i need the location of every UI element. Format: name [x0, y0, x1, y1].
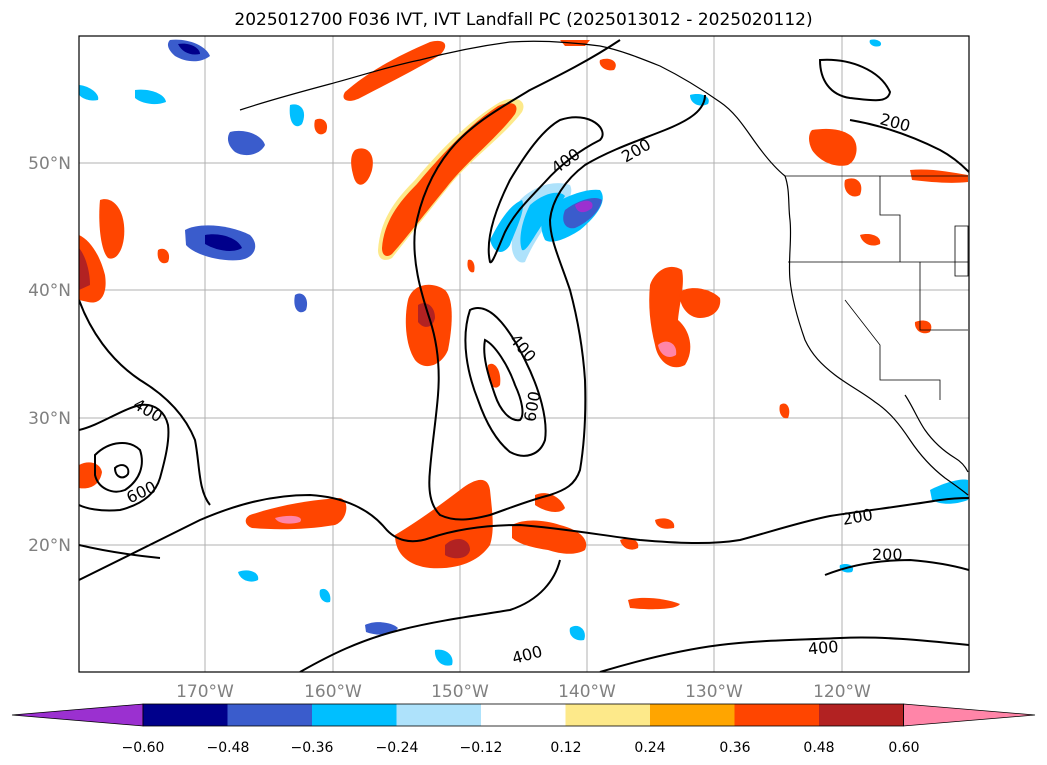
colorbar-swatch	[396, 704, 482, 726]
colorbar-tick-label: 0.48	[803, 740, 834, 756]
colorbar-swatch	[312, 704, 397, 726]
gulf-band	[343, 40, 446, 101]
lat-label: 30°N	[28, 409, 71, 429]
lat-label: 20°N	[28, 536, 71, 556]
colorbar-tick-label: 0.12	[550, 740, 581, 756]
lon-label: 150°W	[431, 682, 489, 702]
colorbar-tick-label: −0.12	[460, 740, 503, 756]
coastlines	[239, 40, 969, 496]
colorbar-ticks: −0.60 −0.48 −0.36 −0.24 −0.12 0.12 0.24 …	[122, 740, 920, 756]
contour-400-south	[299, 559, 561, 672]
lat-label: 40°N	[28, 281, 71, 301]
colorbar-swatch	[481, 704, 566, 726]
hawaii-band	[245, 498, 347, 530]
map-frame	[78, 35, 970, 673]
positive-anomaly-patches	[79, 40, 968, 610]
colorbar-swatch	[650, 704, 735, 726]
lon-label: 170°W	[176, 682, 234, 702]
map-title: 2025012700 F036 IVT, IVT Landfall PC (20…	[234, 10, 813, 30]
longitude-labels: 170°W 160°W 150°W 140°W 130°W 120°W	[176, 682, 871, 702]
contour-400-se	[599, 636, 969, 672]
colorbar-swatch	[819, 704, 904, 726]
colorbar-extend-low	[11, 703, 144, 727]
contour-400-central	[464, 307, 547, 457]
lon-label: 130°W	[685, 682, 743, 702]
latitude-labels: 50°N 40°N 30°N 20°N	[28, 154, 71, 556]
colorbar-tick-label: 0.60	[888, 740, 919, 756]
colorbar-tick-label: −0.24	[376, 740, 419, 756]
lon-label: 140°W	[558, 682, 616, 702]
colorbar-tick-label: −0.60	[122, 740, 165, 756]
colorbar-tick-label: 0.24	[634, 740, 665, 756]
contour-label: 200	[872, 545, 903, 564]
contour-200-main	[413, 39, 706, 521]
colorbar	[11, 703, 1036, 727]
contour-400-north	[487, 116, 604, 264]
colorbar-frame	[142, 703, 904, 727]
east-blob	[649, 266, 691, 368]
contour-600-west	[94, 442, 143, 493]
lon-label: 160°W	[304, 682, 362, 702]
colorbar-swatch	[227, 704, 313, 726]
ivt-contours	[79, 39, 969, 672]
lon-label: 120°W	[813, 682, 871, 702]
contour-600-central	[483, 338, 524, 422]
colorbar-tick-label: 0.36	[719, 740, 750, 756]
lat-label: 50°N	[28, 154, 71, 174]
contour-400-west	[79, 403, 170, 512]
map-area: 200 200 200 200 400 400 400 400 400 600 …	[79, 36, 969, 672]
contour-label-group: 200 200 200 200 400 400 400 400 400 600 …	[123, 109, 912, 667]
colorbar-extend-high	[903, 703, 1036, 727]
contour-200-south	[79, 493, 969, 581]
colorbar-swatch	[734, 704, 820, 726]
political-borders	[785, 175, 969, 400]
colorbar-tick-label: −0.36	[291, 740, 334, 756]
colorbar-swatch	[143, 704, 228, 726]
contour-label: 400	[807, 637, 839, 659]
colorbar-swatch	[565, 704, 651, 726]
colorbar-tick-label: −0.48	[207, 740, 250, 756]
